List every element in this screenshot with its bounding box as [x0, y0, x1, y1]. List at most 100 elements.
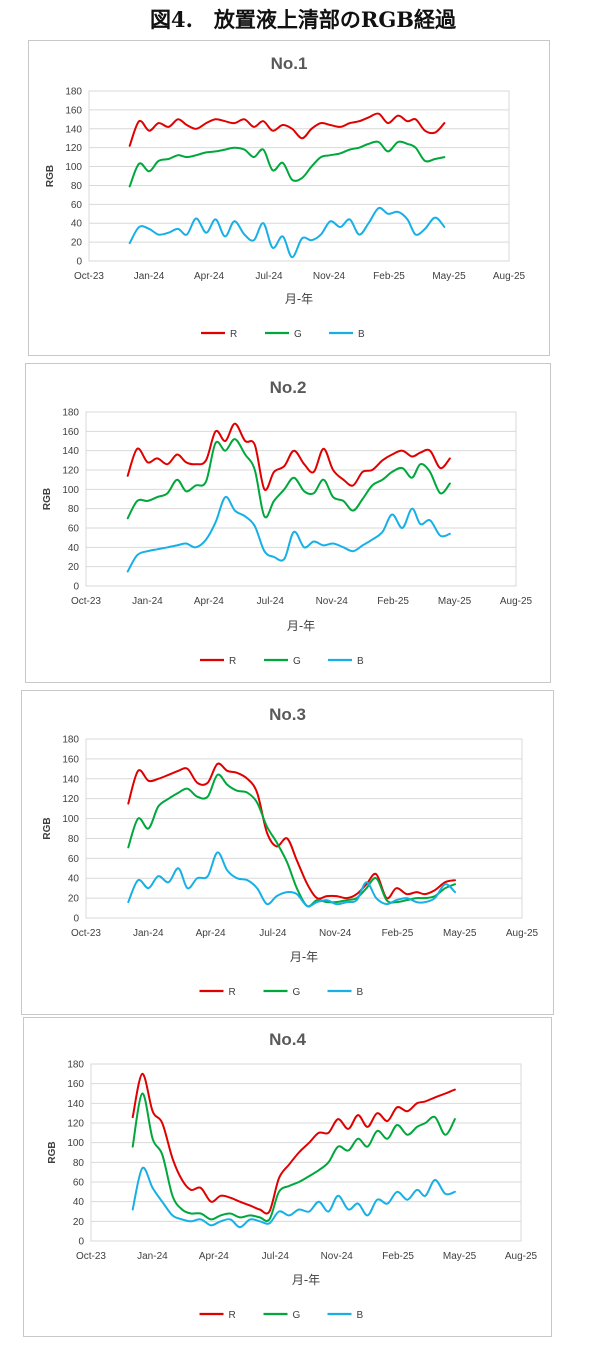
y-tick-label: 0	[76, 257, 82, 268]
x-tick-label: Jan-24	[133, 928, 164, 939]
y-tick-label: 0	[73, 914, 79, 925]
y-tick-label: 120	[62, 794, 79, 805]
x-tick-label: Aug-25	[493, 271, 526, 282]
x-axis-label: 月-年	[290, 950, 318, 964]
series-line-R	[131, 1072, 456, 1215]
x-tick-label: Feb-25	[373, 271, 405, 282]
x-tick-label: Nov-24	[321, 1251, 354, 1262]
series-line-R	[126, 422, 451, 492]
y-tick-label: 120	[67, 1119, 84, 1130]
legend-label-B: B	[357, 656, 364, 667]
series-line-G	[127, 773, 456, 908]
y-tick-label: 20	[68, 894, 80, 905]
legend-label-G: G	[293, 656, 301, 667]
plot-area	[85, 411, 517, 587]
legend-label-B: B	[357, 987, 364, 998]
x-tick-label: Nov-24	[313, 271, 346, 282]
x-tick-label: Feb-25	[377, 596, 409, 607]
x-tick-label: May-25	[443, 928, 477, 939]
y-tick-label: 20	[71, 238, 83, 249]
x-tick-label: Jan-24	[134, 271, 165, 282]
y-tick-label: 40	[71, 219, 83, 230]
y-tick-label: 140	[62, 446, 79, 457]
x-tick-label: Jul-24	[259, 928, 287, 939]
legend-label-R: R	[230, 329, 237, 340]
y-tick-label: 40	[73, 1197, 85, 1208]
chart-title-2: No.2	[270, 378, 307, 397]
y-tick-label: 140	[65, 124, 82, 135]
x-tick-label: Jul-24	[257, 596, 285, 607]
y-tick-label: 80	[71, 181, 83, 192]
chart-title-1: No.1	[271, 54, 308, 73]
y-tick-label: 20	[73, 1217, 85, 1228]
x-axis-label: 月-年	[285, 292, 313, 306]
series-line-G	[126, 438, 451, 520]
y-tick-label: 160	[62, 754, 79, 765]
y-tick-label: 20	[68, 562, 80, 573]
legend-label-G: G	[294, 329, 302, 340]
y-tick-label: 140	[62, 774, 79, 785]
series-line-B	[127, 851, 456, 908]
figure-title: 図4. 放置液上清部のRGB経過	[149, 7, 457, 32]
chart-title-3: No.3	[269, 705, 306, 724]
plot-area	[90, 1063, 522, 1242]
y-tick-label: 80	[73, 1158, 85, 1169]
y-tick-label: 180	[62, 735, 79, 746]
y-axis-label: RGB	[42, 817, 53, 839]
y-tick-label: 100	[62, 485, 79, 496]
legend-label-R: R	[229, 1310, 236, 1321]
series-line-R	[128, 112, 446, 147]
y-tick-label: 80	[68, 834, 80, 845]
y-tick-label: 180	[67, 1060, 84, 1071]
x-tick-label: May-25	[432, 271, 466, 282]
x-tick-label: May-25	[443, 1251, 477, 1262]
y-tick-label: 120	[65, 143, 82, 154]
y-tick-label: 160	[62, 427, 79, 438]
series-line-R	[127, 762, 456, 900]
x-tick-label: Jan-24	[137, 1251, 168, 1262]
plot-area	[88, 90, 510, 262]
y-tick-label: 160	[67, 1079, 84, 1090]
y-tick-label: 140	[67, 1099, 84, 1110]
y-tick-label: 100	[67, 1138, 84, 1149]
chart-svg-3: No.3 0 20 40 60 80 100 120 140 160 180 Oct-23 Jan-24…	[42, 705, 539, 998]
x-tick-label: Apr-24	[194, 596, 224, 607]
chart-svg-4: No.4 0 20 40 60 80 100 120 140 160 180 Oct-23 Jan-24…	[47, 1030, 538, 1321]
y-tick-label: 100	[62, 814, 79, 825]
legend-label-B: B	[357, 1310, 364, 1321]
y-tick-label: 160	[65, 105, 82, 116]
legend-label-R: R	[229, 656, 236, 667]
y-tick-label: 40	[68, 874, 80, 885]
series-line-G	[131, 1092, 456, 1222]
x-tick-label: Oct-23	[71, 928, 101, 939]
x-tick-label: Nov-24	[319, 928, 352, 939]
x-tick-label: Feb-25	[382, 928, 414, 939]
x-axis-label: 月-年	[287, 619, 315, 633]
series-line-B	[128, 206, 446, 259]
x-tick-label: Oct-23	[71, 596, 101, 607]
x-tick-label: Feb-25	[382, 1251, 414, 1262]
x-tick-label: Oct-23	[74, 271, 104, 282]
x-tick-label: Oct-23	[76, 1251, 106, 1262]
legend-label-R: R	[229, 987, 236, 998]
x-tick-label: Apr-24	[199, 1251, 229, 1262]
chart-title-4: No.4	[269, 1030, 306, 1049]
legend-label-G: G	[293, 987, 301, 998]
x-tick-label: Jan-24	[132, 596, 163, 607]
chart-panel-1: No.1 0 20 40 60 80 100 120 140 160 180 Oct-23 Jan-24…	[28, 40, 550, 356]
x-tick-label: Apr-24	[196, 928, 226, 939]
y-axis-label: RGB	[47, 1141, 58, 1163]
series-line-B	[131, 1166, 456, 1229]
x-tick-label: Aug-25	[505, 1251, 538, 1262]
series-line-G	[128, 140, 446, 188]
x-tick-label: Apr-24	[194, 271, 224, 282]
chart-panel-2: No.2 0 20 40 60 80 100 120 140 160 180 Oct-23 Jan-24…	[25, 363, 551, 683]
y-axis-label: RGB	[45, 165, 56, 187]
y-tick-label: 120	[62, 466, 79, 477]
legend-label-G: G	[293, 1310, 301, 1321]
x-tick-label: Aug-25	[500, 596, 533, 607]
x-tick-label: Jul-24	[262, 1251, 290, 1262]
legend-label-B: B	[358, 329, 365, 340]
x-tick-label: May-25	[438, 596, 472, 607]
chart-panel-4: No.4 0 20 40 60 80 100 120 140 160 180 Oct-23 Jan-24…	[23, 1017, 552, 1337]
